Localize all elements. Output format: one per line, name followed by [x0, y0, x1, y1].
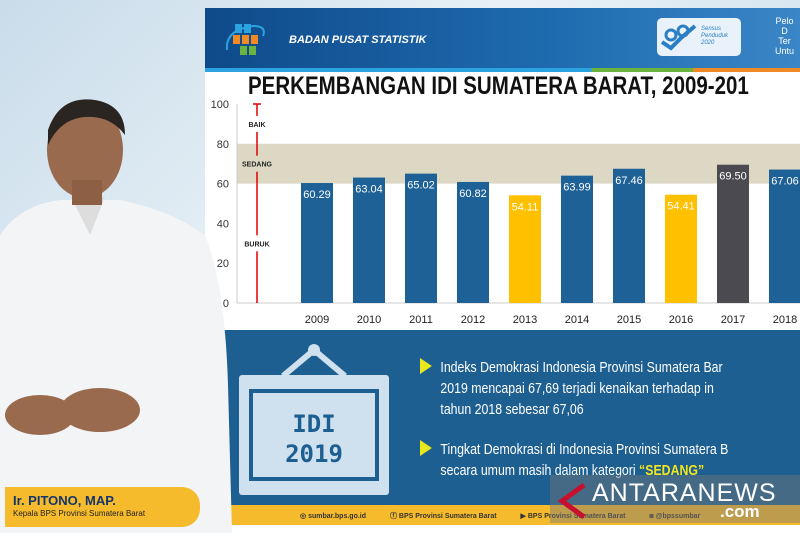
- x-tick-label: 2012: [461, 314, 485, 326]
- bps-logo: [225, 24, 265, 55]
- x-tick-label: 2014: [565, 314, 589, 326]
- website-link: sumbar.bps.go.id: [308, 513, 367, 520]
- x-tick-label: 2016: [669, 314, 693, 326]
- y-tick-label: 20: [217, 258, 229, 270]
- bar-2009: [301, 183, 333, 303]
- bar-2010: [353, 177, 385, 303]
- idi-badge: IDI 2019: [239, 375, 389, 495]
- band-label-buruk: BURUK: [244, 241, 269, 248]
- sensus-text: 2020: [701, 40, 715, 46]
- instagram-link: @bpssumbar: [655, 513, 701, 520]
- bar-2013: [509, 195, 541, 303]
- hanger-icon: [281, 344, 347, 378]
- sensus-penduduk-logo: Sensus Penduduk 2020: [657, 18, 741, 56]
- y-tick-label: 100: [211, 99, 229, 111]
- x-tick-label: 2010: [357, 314, 381, 326]
- text: D: [781, 26, 788, 36]
- presentation-slide: BADAN PUSAT STATISTIK Sensus Penduduk 2020…: [205, 8, 800, 533]
- presenter-role: Kepala BPS Provinsi Sumatera Barat: [13, 509, 146, 518]
- y-tick-label: 80: [217, 139, 229, 151]
- y-tick-label: 60: [217, 179, 229, 191]
- sensus-text: Sensus: [701, 26, 722, 32]
- bar-chart: 0 20 40 60 80 100 BAIK SEDANG BURUK 60.29 2009 63.0…: [211, 99, 800, 326]
- bar-value-label: 69.50: [719, 171, 747, 183]
- watermark-suffix: .com: [720, 502, 760, 521]
- band-label-sedang: SEDANG: [242, 162, 273, 169]
- x-tick-label: 2015: [617, 314, 641, 326]
- bar-2015: [613, 168, 645, 303]
- color-stripe: [205, 68, 800, 72]
- bar-value-label: 63.99: [563, 182, 591, 194]
- bar-2011: [405, 173, 437, 303]
- bar-2018: [769, 169, 800, 303]
- sedang-band: [237, 143, 800, 184]
- text: tahun 2018 sebesar 67,06: [440, 402, 584, 418]
- sensus-text: Penduduk: [701, 33, 729, 39]
- band-label-baik: BAIK: [248, 122, 265, 129]
- bar-value-label: 67.06: [771, 176, 799, 188]
- bar-value-label: 63.04: [355, 184, 383, 196]
- highlight-text: “SEDANG”: [639, 463, 705, 479]
- bar-value-label: 67.46: [615, 175, 643, 187]
- facebook-link: BPS Provinsi Sumatera Barat: [398, 513, 497, 520]
- bar-value-label: 54.41: [667, 201, 695, 213]
- text: secara umum masih dalam kategori: [440, 463, 640, 479]
- antaranews-watermark: ANTARANEWS .com: [550, 475, 800, 523]
- bar-2014: [561, 175, 593, 303]
- watermark-text: ANTARANEWS: [592, 479, 777, 507]
- text: Indeks Demokrasi Indonesia Provinsi Suma…: [440, 360, 723, 376]
- presenter-caption: Ir. PITONO, MAP. Kepala BPS Provinsi Sum…: [5, 487, 200, 527]
- x-tick-label: 2011: [409, 314, 433, 326]
- bullet-arrow-icon: [420, 358, 432, 374]
- presenter-name: Ir. PITONO, MAP.: [13, 493, 116, 508]
- org-name: BADAN PUSAT STATISTIK: [289, 34, 427, 46]
- x-tick-label: 2009: [305, 314, 329, 326]
- bar-value-label: 60.82: [459, 188, 487, 200]
- y-tick-label: 0: [223, 298, 229, 310]
- bar-2016: [665, 194, 697, 303]
- summary-panel: IDI 2019 Indeks Demokrasi Indonesia Provi…: [205, 330, 800, 505]
- text: Untu: [775, 46, 795, 56]
- bar-value-label: 54.11: [512, 201, 539, 213]
- chart-title: PERKEMBANGAN IDI SUMATERA BARAT, 2009-20…: [248, 72, 749, 100]
- slide-header: BADAN PUSAT STATISTIK Sensus Penduduk 2020…: [205, 8, 800, 68]
- x-tick-label: 2017: [721, 314, 745, 326]
- x-tick-label: 2013: [513, 314, 537, 326]
- y-tick-label: 40: [217, 218, 229, 230]
- header-right-text: Pelo D Ter Untu: [775, 16, 794, 56]
- badge-line1: IDI: [292, 410, 336, 438]
- text: Tingkat Demokrasi di Indonesia Provinsi …: [440, 442, 729, 458]
- text: 2019 mencapai 67,69 terjadi kenaikan ter…: [440, 381, 714, 397]
- antara-logo-icon: [558, 483, 586, 519]
- text: Ter: [778, 36, 791, 46]
- bar-2017: [717, 164, 749, 303]
- youtube-link: BPS Provinsi Sumatera Barat: [527, 513, 626, 520]
- presenter-photo: [0, 99, 232, 533]
- footer-bar: ◎ sumbar.bps.go.id ⓕ BPS Provinsi Sumate…: [205, 505, 800, 525]
- badge-line2: 2019: [285, 440, 343, 468]
- bullet-arrow-icon: [420, 440, 432, 456]
- text: Pelo: [775, 16, 794, 26]
- bar-value-label: 60.29: [303, 189, 331, 201]
- bullet-2: Tingkat Demokrasi di Indonesia Provinsi …: [420, 440, 728, 482]
- bullet-1: Indeks Demokrasi Indonesia Provinsi Suma…: [420, 358, 723, 421]
- bar-2012: [457, 181, 489, 303]
- bar-value-label: 65.02: [407, 180, 435, 192]
- x-tick-label: 2018: [773, 314, 797, 326]
